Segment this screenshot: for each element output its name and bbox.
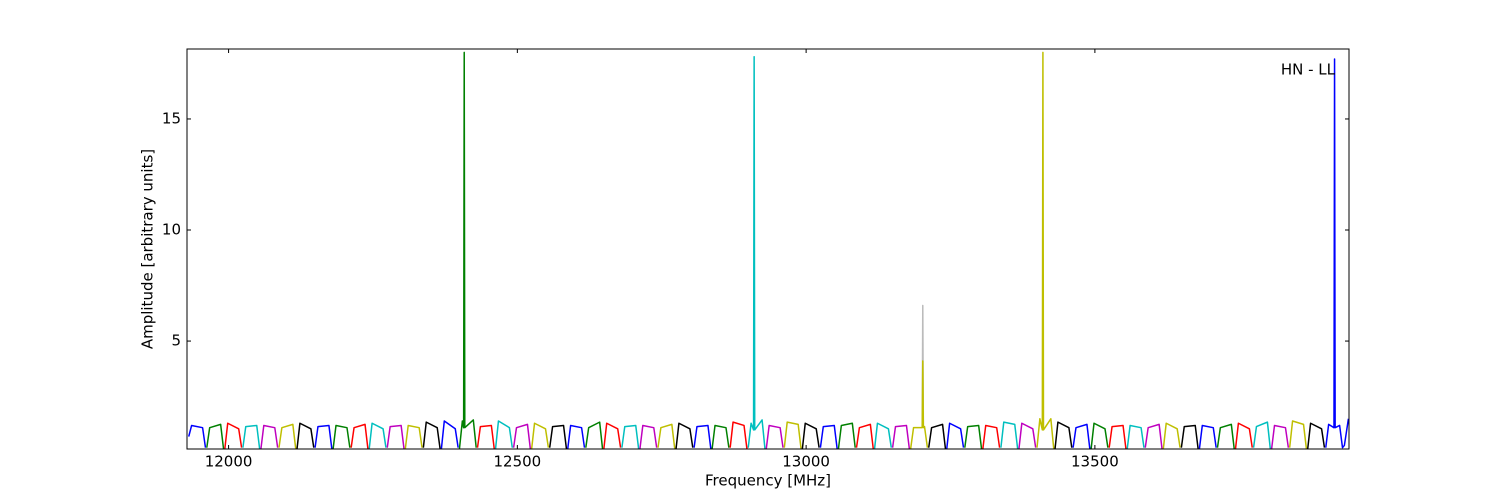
spectrum-line [188, 424, 207, 448]
spectrum-line [1036, 51, 1055, 449]
spectrum-line [837, 422, 856, 449]
spectrum-line [1234, 422, 1254, 449]
spectrum-line [603, 422, 622, 449]
spectrum-line [422, 421, 441, 449]
y-axis-label: Amplitude [arbitrary units] [139, 149, 157, 349]
spectrum-line [783, 421, 802, 449]
spectrum-line [1216, 423, 1235, 449]
spectrum-line [927, 423, 947, 449]
annotation: HN - LL [1281, 61, 1336, 79]
spectrum-line [566, 424, 586, 449]
spectrum-line [548, 424, 568, 449]
spectrum-line [1198, 424, 1217, 449]
spectrum-line [711, 424, 730, 449]
spectrum-line [278, 423, 297, 449]
spectrum-line [693, 424, 712, 449]
spectrum-line [242, 424, 261, 449]
spectrum-line [765, 424, 784, 449]
spectrum-line [873, 422, 893, 449]
spectrum-line [1108, 424, 1127, 449]
spectrum-line [530, 422, 550, 449]
spectrum-line [314, 424, 333, 449]
spectrum-line [1306, 422, 1326, 449]
spectrum-line [1180, 424, 1199, 449]
spectrum-line [476, 424, 495, 449]
spectrum-line [1054, 421, 1073, 449]
spectrum-line [1325, 58, 1349, 449]
spectrum-line [458, 51, 477, 449]
spectrum-line [224, 422, 243, 449]
spectrum-line [946, 422, 965, 449]
spectrum-line [260, 424, 279, 449]
spectrum-line [512, 423, 532, 449]
spectrum-line [909, 360, 929, 449]
spectrum-line [585, 421, 604, 449]
spectrum-line [639, 424, 658, 449]
spectrum-line [332, 424, 351, 449]
spectrum-line [982, 424, 1001, 449]
spectrum-line [1090, 422, 1109, 449]
spectrum-line [350, 423, 369, 449]
spectrum-line [1072, 423, 1091, 449]
axes-frame [186, 48, 1350, 450]
spectrum-line [1270, 424, 1290, 449]
x-axis-label: Frequency [MHz] [705, 472, 831, 490]
x-tick-label: 13000 [782, 453, 830, 471]
x-tick-label: 13500 [1071, 453, 1119, 471]
spectrum-line [206, 423, 225, 449]
spectrum-line [440, 420, 459, 449]
spectrum-line [855, 423, 875, 449]
spectrum-line [729, 421, 748, 449]
y-tick-label: 10 [162, 221, 181, 239]
spectrum-line [1162, 422, 1181, 449]
spectrum-line [1288, 420, 1308, 449]
spectrum-line [964, 424, 983, 449]
plot-area [188, 51, 1349, 449]
y-tick-label: 15 [162, 109, 181, 127]
spectrum-line [494, 420, 514, 449]
spectrum-line [386, 424, 405, 449]
spectrum-line [296, 422, 315, 449]
spectrum-line [368, 422, 387, 449]
spectrum-line [819, 424, 838, 449]
spectrum-line [621, 424, 640, 449]
spectrum-line [1000, 421, 1019, 449]
spectrum-line [891, 424, 911, 449]
spectrum-line [657, 423, 676, 449]
spectrum-line [1018, 422, 1037, 449]
spectrum-line [747, 56, 766, 449]
spectrum-line [801, 422, 820, 449]
spectrum-line [1252, 421, 1272, 449]
spectrum-line [675, 422, 694, 449]
y-tick-label: 5 [171, 332, 181, 350]
spectrum-line [404, 424, 423, 449]
x-tick-label: 12000 [205, 453, 253, 471]
spectrum-line [1144, 423, 1163, 449]
spectrum-line [1126, 424, 1145, 449]
x-tick-label: 12500 [493, 453, 541, 471]
